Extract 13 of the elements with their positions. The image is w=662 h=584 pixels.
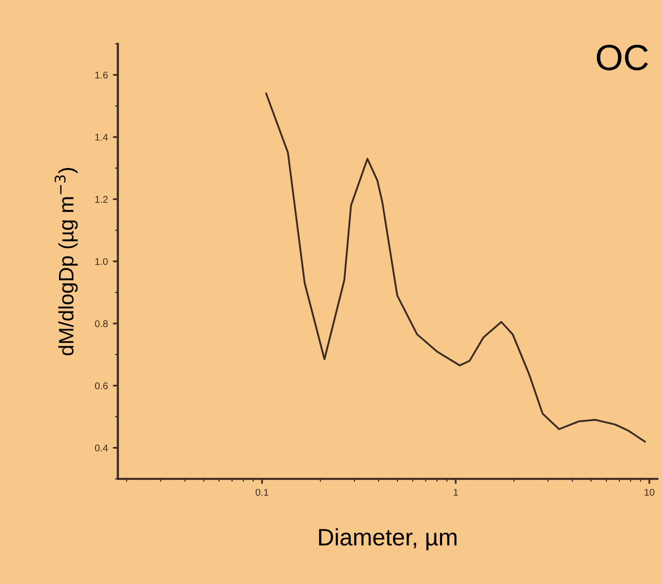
chart-title: OC [596, 44, 648, 70]
y-tick-label: 1.2 [95, 196, 108, 203]
x-tick-label: 1 [454, 488, 458, 496]
y-tick-label: 1.0 [95, 258, 108, 265]
x-axis-title: Diameter, µm [319, 528, 456, 550]
y-tick-label: 0.4 [94, 444, 108, 452]
x-tick-label: 0.1 [256, 488, 268, 496]
y-axis-title: dM/dlogDp (µg m$^{−3}$) [54, 168, 78, 356]
y-tick-label: 0.8 [94, 320, 108, 328]
y-tick-label: 1.4 [95, 134, 108, 141]
x-tick-label: 10 [644, 488, 654, 496]
y-tick-label: 0.6 [94, 382, 108, 390]
y-tick-label: 1.6 [95, 72, 108, 78]
